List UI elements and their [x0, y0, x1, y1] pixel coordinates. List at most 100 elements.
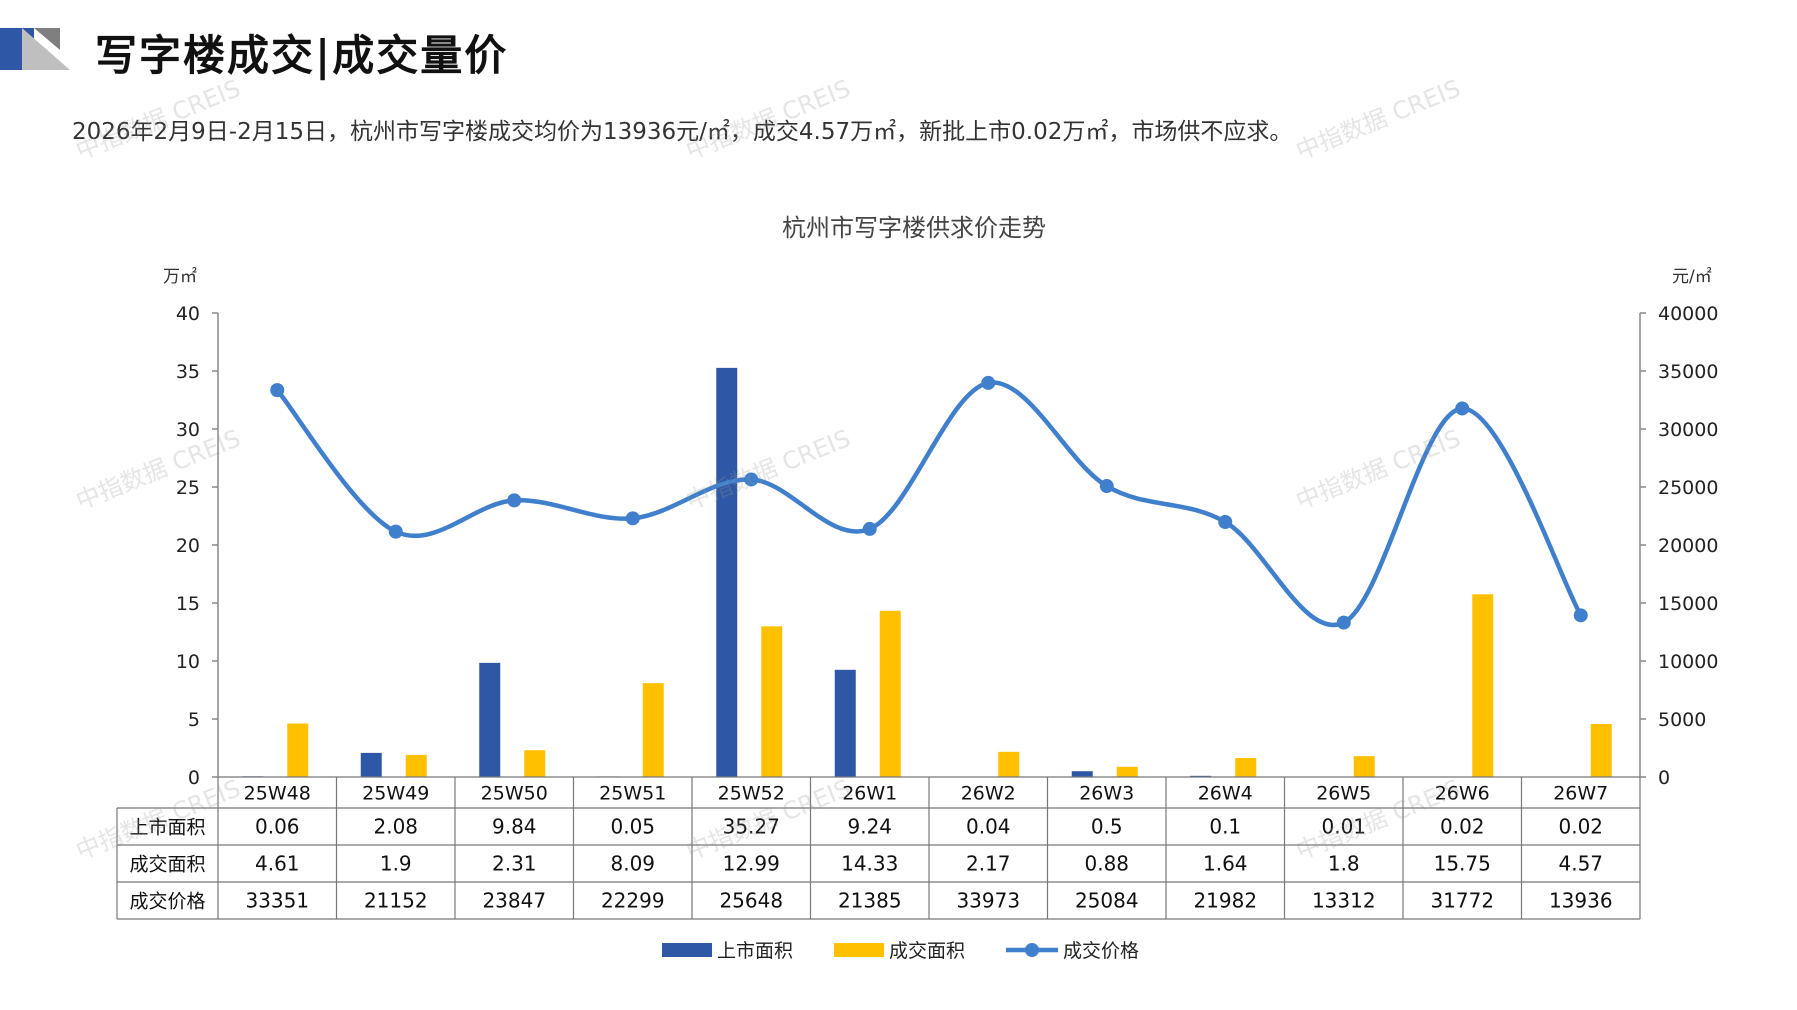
left-tick-label: 25	[176, 477, 200, 499]
table-category: 26W6	[1435, 783, 1490, 805]
table-value-price: 22299	[601, 889, 665, 913]
price-point	[862, 521, 877, 536]
table-value-price: 25648	[719, 889, 783, 913]
bar-supply-area	[360, 752, 382, 777]
table-value-price: 21385	[838, 889, 902, 913]
table-value-supply: 35.27	[723, 815, 780, 839]
legend-label: 成交面积	[889, 940, 965, 962]
legend-label: 上市面积	[717, 940, 793, 962]
table-value-supply: 9.84	[492, 815, 537, 839]
right-tick-label: 5000	[1658, 709, 1706, 731]
table-category: 25W50	[481, 783, 548, 805]
legend-swatch-supply	[662, 943, 712, 957]
table-value-transaction: 15.75	[1434, 852, 1491, 876]
bar-transaction-area	[879, 610, 901, 777]
bar-transaction-area	[761, 626, 783, 777]
table-value-transaction: 0.88	[1084, 852, 1129, 876]
bar-transaction-area	[405, 754, 427, 777]
table-value-supply: 0.06	[255, 815, 300, 839]
left-axis-unit: 万㎡	[163, 267, 197, 287]
bar-supply-area	[1071, 771, 1093, 777]
price-point	[744, 472, 759, 487]
table-category: 26W4	[1198, 783, 1253, 805]
table-row-header: 成交价格	[129, 891, 205, 913]
legend-marker-price	[1025, 943, 1039, 957]
right-tick-label: 20000	[1658, 535, 1718, 557]
table-row-header: 上市面积	[129, 817, 205, 839]
left-tick-label: 10	[176, 651, 200, 673]
table-value-transaction: 4.57	[1558, 852, 1603, 876]
left-tick-label: 0	[188, 767, 200, 789]
right-tick-label: 15000	[1658, 593, 1718, 615]
table-value-transaction: 8.09	[610, 852, 655, 876]
table-value-transaction: 2.17	[966, 852, 1011, 876]
left-tick-label: 40	[176, 303, 200, 325]
bar-transaction-area	[1235, 757, 1257, 777]
table-value-price: 21982	[1193, 889, 1257, 913]
header-triangles	[0, 28, 70, 70]
left-tick-label: 35	[176, 361, 200, 383]
bar-transaction-area	[1353, 756, 1375, 777]
bar-transaction-area	[998, 751, 1020, 777]
table-value-supply: 0.02	[1558, 815, 1603, 839]
price-point	[981, 375, 996, 390]
header-gray-triangle	[22, 28, 70, 70]
table-value-supply: 0.5	[1091, 815, 1123, 839]
table-value-price: 13936	[1549, 889, 1613, 913]
left-tick-label: 20	[176, 535, 200, 557]
table-category: 26W1	[842, 783, 897, 805]
table-value-price: 33351	[245, 889, 309, 913]
table-value-supply: 0.04	[966, 815, 1011, 839]
table-row-header: 成交面积	[129, 854, 205, 876]
right-tick-label: 30000	[1658, 419, 1718, 441]
table-value-supply: 0.05	[610, 815, 655, 839]
table-value-price: 25084	[1075, 889, 1139, 913]
table-value-price: 21152	[364, 889, 428, 913]
bar-transaction-area	[642, 683, 664, 777]
table-value-transaction: 1.9	[380, 852, 412, 876]
left-tick-label: 30	[176, 419, 200, 441]
price-point	[1573, 608, 1588, 623]
table-value-supply: 0.1	[1209, 815, 1241, 839]
table-value-price: 33973	[956, 889, 1020, 913]
table-category: 26W7	[1553, 783, 1608, 805]
legend-label: 成交价格	[1063, 940, 1139, 962]
bar-transaction-area	[287, 723, 309, 777]
table-value-supply: 9.24	[847, 815, 892, 839]
line-transaction-price	[275, 380, 1583, 628]
table-value-supply: 2.08	[373, 815, 418, 839]
table-value-transaction: 2.31	[492, 852, 537, 876]
table-value-price: 31772	[1430, 889, 1494, 913]
table-value-transaction: 1.64	[1203, 852, 1248, 876]
legend-swatch-transaction	[834, 943, 884, 957]
table-value-price: 23847	[482, 889, 546, 913]
left-tick-label: 15	[176, 593, 200, 615]
right-axis-unit: 元/㎡	[1672, 267, 1712, 287]
summary-text: 2026年2月9日-2月15日，杭州市写字楼成交均价为13936元/㎡，成交4.…	[72, 119, 1293, 145]
table-category: 26W5	[1316, 783, 1371, 805]
price-point	[625, 511, 640, 526]
table-value-supply: 0.02	[1440, 815, 1485, 839]
table-value-transaction: 14.33	[841, 852, 898, 876]
bar-transaction-area	[1116, 766, 1138, 777]
price-point	[270, 383, 285, 398]
price-point	[388, 524, 403, 539]
table-value-transaction: 12.99	[723, 852, 780, 876]
right-tick-label: 10000	[1658, 651, 1718, 673]
table-category: 26W2	[961, 783, 1016, 805]
table-category: 26W3	[1079, 783, 1134, 805]
bar-transaction-area	[1472, 594, 1494, 777]
table-category: 25W49	[362, 783, 429, 805]
bar-supply-area	[479, 662, 501, 777]
left-tick-label: 5	[188, 709, 200, 731]
bar-supply-area	[834, 669, 856, 777]
chart-title: 杭州市写字楼供求价走势	[782, 214, 1046, 242]
table-value-transaction: 1.8	[1328, 852, 1360, 876]
table-value-price: 13312	[1312, 889, 1376, 913]
right-tick-label: 25000	[1658, 477, 1718, 499]
table-category: 25W51	[599, 783, 666, 805]
table-value-transaction: 4.61	[255, 852, 300, 876]
price-point	[1218, 515, 1233, 530]
price-point	[1336, 615, 1351, 630]
